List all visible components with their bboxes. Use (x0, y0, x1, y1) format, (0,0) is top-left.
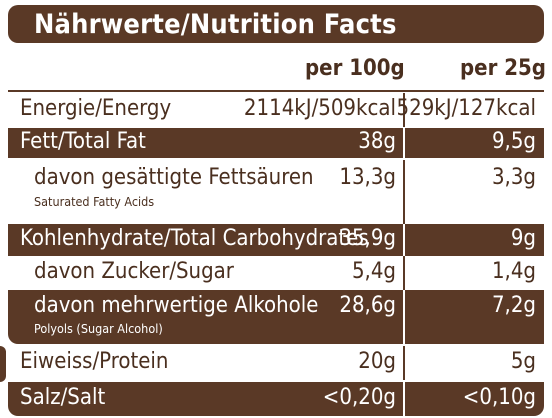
row-polyols-per100: 28,6g (339, 293, 396, 318)
column-divider (403, 382, 405, 416)
row-fat-label: Fett/Total Fat (20, 129, 146, 154)
row-saturated-per100: 13,3g (339, 165, 396, 190)
row-saturated-label: davon gesättigte Fettsäuren (34, 165, 314, 190)
row-sugar: davon Zucker/Sugar 5,4g 1,4g (8, 256, 544, 290)
row-carbohydrates-per100: 35,9g (339, 226, 396, 251)
row-polyols-label: davon mehrwertige Alkohole (34, 293, 319, 318)
row-energy-label: Energie/Energy (20, 96, 172, 121)
row-carbohydrates-label: Kohlenhydrate/Total Carbohydrates (20, 226, 369, 251)
column-divider (403, 93, 405, 127)
left-edge-mark (0, 346, 6, 382)
column-divider (403, 346, 405, 380)
row-energy-per25: 529kJ/127kcal (396, 96, 536, 121)
column-header-per-100g: per 100g (305, 56, 405, 81)
column-divider (403, 256, 405, 290)
row-salt-per100: <0,20g (322, 385, 396, 410)
row-saturated-per25: 3,3g (491, 165, 536, 190)
column-divider (403, 160, 405, 224)
row-saturated: davon gesättigte Fettsäuren Saturated Fa… (8, 160, 544, 224)
row-carbohydrates: Kohlenhydrate/Total Carbohydrates 35,9g … (8, 224, 544, 256)
row-salt-per25: <0,10g (462, 385, 536, 410)
row-polyols-per25: 7,2g (491, 293, 536, 318)
row-sugar-label: davon Zucker/Sugar (34, 259, 234, 284)
row-sugar-per25: 1,4g (491, 259, 536, 284)
row-polyols: davon mehrwertige Alkohole Polyols (Suga… (8, 290, 544, 344)
row-saturated-sublabel: Saturated Fatty Acids (34, 194, 155, 209)
title-bar: Nährwerte/Nutrition Facts (8, 5, 544, 43)
row-fat-per100: 38g (358, 129, 396, 154)
row-salt: Salz/Salt <0,20g <0,10g (8, 382, 544, 416)
row-energy: Energie/Energy 2114kJ/509kcal 529kJ/127k… (8, 93, 544, 127)
row-fat: Fett/Total Fat 38g 9,5g (8, 128, 544, 158)
row-energy-per100: 2114kJ/509kcal (243, 96, 396, 121)
row-protein: Eiweiss/Protein 20g 5g (8, 346, 544, 380)
panel-title: Nährwerte/Nutrition Facts (34, 9, 397, 40)
header-divider (8, 90, 544, 92)
row-polyols-sublabel: Polyols (Sugar Alcohol) (34, 321, 163, 336)
column-divider (403, 290, 405, 344)
column-divider (403, 224, 405, 256)
row-protein-label: Eiweiss/Protein (20, 349, 169, 374)
column-header-per-25g: per 25g (460, 56, 546, 81)
row-carbohydrates-per25: 9g (510, 226, 536, 251)
column-divider (403, 128, 405, 158)
row-sugar-per100: 5,4g (351, 259, 396, 284)
row-protein-per25: 5g (510, 349, 536, 374)
row-salt-label: Salz/Salt (20, 385, 106, 410)
row-fat-per25: 9,5g (491, 129, 536, 154)
row-protein-per100: 20g (358, 349, 396, 374)
